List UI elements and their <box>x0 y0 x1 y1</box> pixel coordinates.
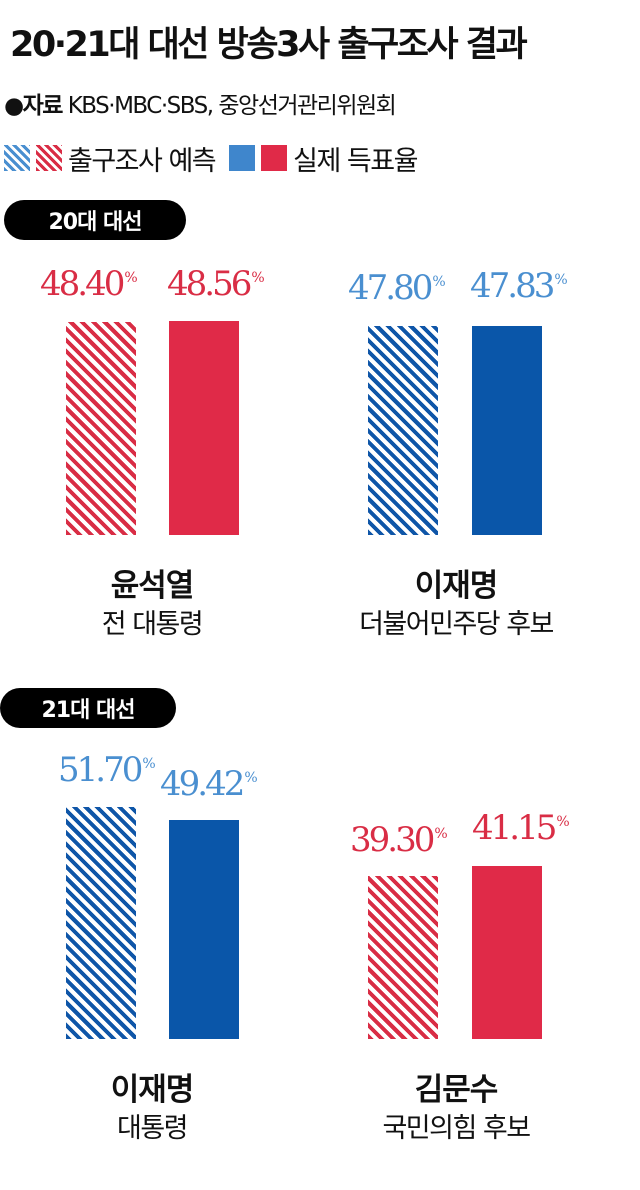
value-label: 48.56% <box>167 264 265 304</box>
value-label: 47.83% <box>470 266 568 306</box>
value-label: 47.80% <box>348 268 446 308</box>
source-text: KBS·MBC·SBS, 중앙선거관리위원회 <box>67 93 397 119</box>
source-line: ●자료 KBS·MBC·SBS, 중앙선거관리위원회 <box>4 86 397 120</box>
legend-actual-label: 실제 득표율 <box>293 145 418 177</box>
candidate-name: 이재명 <box>414 568 499 604</box>
value-label: 39.30% <box>350 820 448 860</box>
bar-actual <box>169 820 239 1039</box>
hatched-blue-swatch-icon <box>4 145 30 171</box>
candidate-name: 윤석열 <box>110 568 195 604</box>
candidate-name: 이재명 <box>110 1072 195 1108</box>
value-label: 49.42% <box>160 764 258 804</box>
candidate-role: 전 대통령 <box>101 609 204 640</box>
candidate-name: 김문수 <box>414 1072 499 1108</box>
bar-actual <box>169 321 239 535</box>
value-label: 41.15% <box>472 808 570 848</box>
chart-title: 20·21대 대선 방송3사 출구조사 결과 <box>10 25 528 65</box>
legend-exit-poll-label: 출구조사 예측 <box>68 145 217 177</box>
solid-red-swatch-icon <box>261 145 288 171</box>
bar-exit-poll <box>368 326 438 535</box>
source-label: 자료 <box>22 93 64 119</box>
candidate-role: 국민의힘 후보 <box>382 1113 531 1144</box>
section-badge-21: 21대 대선 <box>0 688 176 728</box>
bar-exit-poll <box>368 876 438 1039</box>
value-label: 48.40% <box>40 264 138 304</box>
bar-exit-poll <box>66 322 136 535</box>
bar-actual <box>472 326 542 535</box>
solid-blue-swatch-icon <box>229 145 256 171</box>
candidate-role: 더불어민주당 후보 <box>359 609 554 640</box>
candidate-role: 대통령 <box>116 1113 189 1144</box>
bullet-icon: ● <box>4 93 24 119</box>
bar-actual <box>472 866 542 1039</box>
legend: 출구조사 예측 실제 득표율 <box>4 140 418 177</box>
bar-exit-poll <box>66 807 136 1039</box>
hatched-red-swatch-icon <box>36 145 62 171</box>
section-badge-20: 20대 대선 <box>4 200 186 240</box>
value-label: 51.70% <box>58 750 156 790</box>
